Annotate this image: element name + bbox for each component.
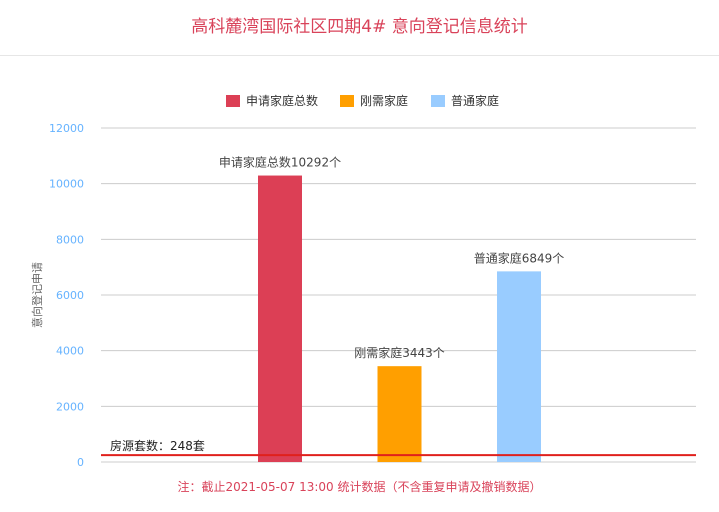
bar-data-label: 普通家庭6849个 xyxy=(474,250,565,265)
legend-item-ordinary[interactable]: 普通家庭 xyxy=(431,92,499,109)
y-tick-label: 12000 xyxy=(49,122,84,135)
legend-swatch-applicants xyxy=(226,94,240,107)
bar xyxy=(377,366,422,462)
footnote: 注：截止2021-05-07 13:00 统计数据（不含重复申请及撤销数据） xyxy=(177,480,542,494)
y-tick-label: 2000 xyxy=(56,400,84,413)
y-tick-label: 6000 xyxy=(56,289,84,302)
bar-data-label: 申请家庭总数10292个 xyxy=(219,155,341,170)
legend-label-applicants: 申请家庭总数 xyxy=(246,94,319,108)
legend-label-ordinary: 普通家庭 xyxy=(451,94,500,108)
y-tick-label: 0 xyxy=(77,456,84,469)
bar-data-label: 刚需家庭3443个 xyxy=(354,345,445,360)
legend-swatch-rigid xyxy=(340,94,354,107)
y-tick-label: 4000 xyxy=(56,345,84,358)
legend-item-applicants[interactable]: 申请家庭总数 xyxy=(226,92,318,109)
y-axis-title: 意向登记申请 xyxy=(30,262,44,328)
bar xyxy=(497,271,541,462)
y-tick-label: 8000 xyxy=(56,233,84,246)
title-divider xyxy=(0,55,719,56)
legend-label-rigid: 刚需家庭 xyxy=(360,94,409,108)
legend-swatch-ordinary xyxy=(431,94,445,107)
y-tick-label: 10000 xyxy=(49,178,84,191)
housing-units-label: 房源套数：248套 xyxy=(110,438,205,453)
chart-legend: 申请家庭总数 刚需家庭 普通家庭 xyxy=(0,92,719,110)
chart-title: 高科麓湾国际社区四期4# 意向登记信息统计 xyxy=(191,17,528,37)
legend-item-rigid[interactable]: 刚需家庭 xyxy=(340,92,408,109)
bar xyxy=(258,175,302,462)
